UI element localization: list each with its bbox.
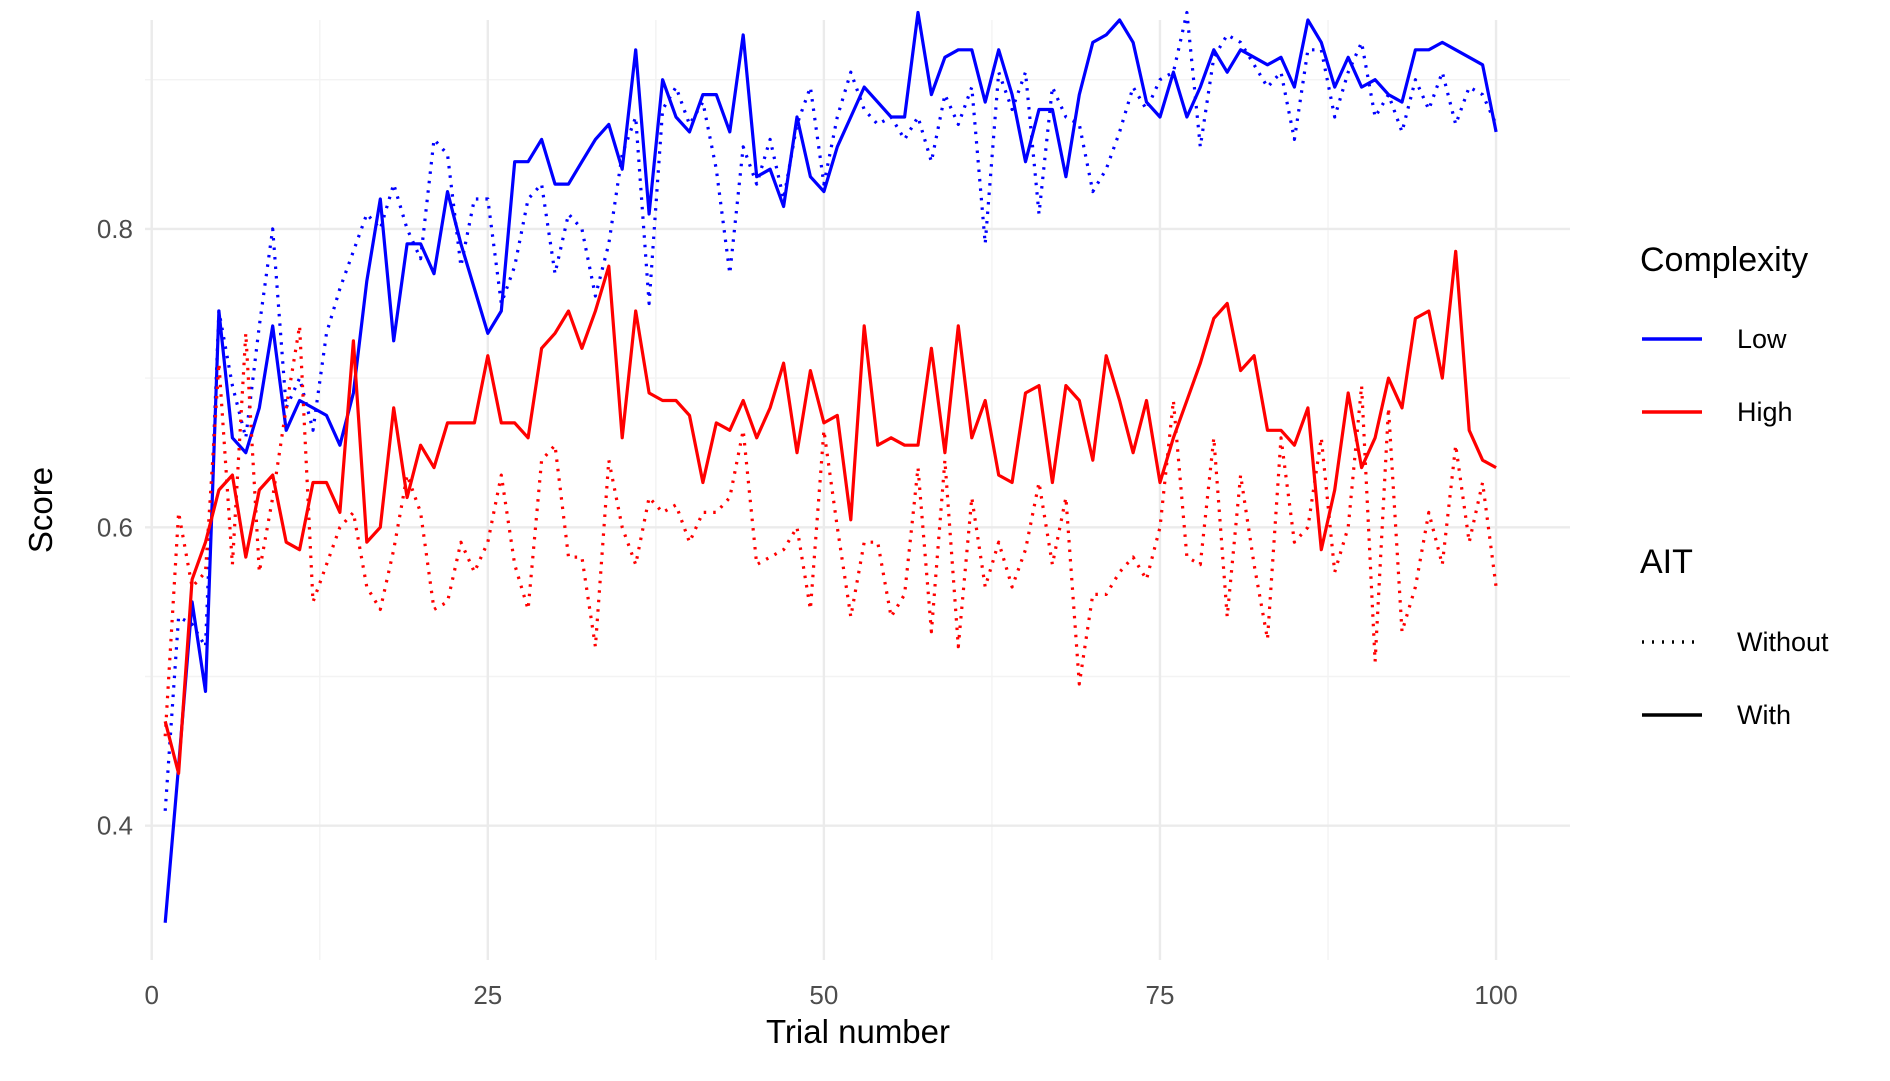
legend: Complexity Low High AIT Without With (1640, 241, 1829, 730)
series-line-low-without (163, 10, 1498, 811)
x-tick-label: 25 (473, 980, 502, 1010)
x-axis-ticks: 0 25 50 75 100 (144, 980, 1517, 1010)
y-tick-label: 0.6 (97, 512, 133, 542)
legend-label-high: High (1737, 397, 1793, 427)
y-tick-label: 0.4 (97, 811, 133, 841)
legend-ait: AIT Without With (1640, 543, 1829, 730)
legend-complexity: Complexity Low High (1640, 241, 1808, 427)
legend-complexity-title: Complexity (1640, 241, 1808, 279)
legend-ait-title: AIT (1640, 543, 1693, 581)
legend-label-with: With (1737, 700, 1791, 730)
y-tick-label: 0.8 (97, 214, 133, 244)
legend-label-low: Low (1737, 324, 1787, 354)
y-axis-title: Score (22, 467, 59, 553)
minor-gridlines (145, 20, 1570, 960)
x-tick-label: 50 (809, 980, 838, 1010)
x-axis-title: Trial number (766, 1013, 950, 1050)
x-tick-label: 0 (144, 980, 158, 1010)
legend-label-without: Without (1737, 627, 1829, 657)
x-tick-label: 75 (1146, 980, 1175, 1010)
x-tick-label: 100 (1474, 980, 1517, 1010)
major-gridlines (145, 20, 1570, 960)
series-lines (163, 10, 1498, 923)
series-line-high-with (163, 249, 1497, 776)
series-line-low-with (163, 10, 1498, 923)
y-axis-ticks: 0.4 0.6 0.8 (97, 214, 133, 841)
